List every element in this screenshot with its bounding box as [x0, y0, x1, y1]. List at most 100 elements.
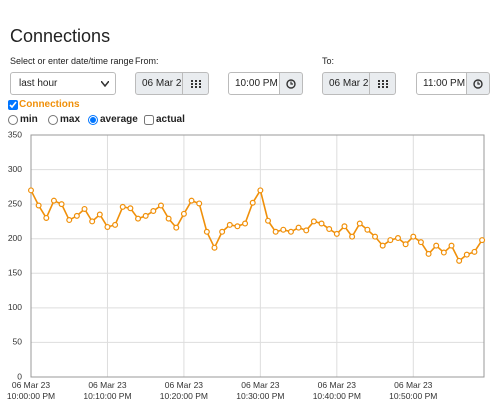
- data-point: [463, 251, 470, 258]
- series-checkbox[interactable]: [8, 99, 18, 110]
- data-point: [257, 187, 264, 194]
- aggregation-option[interactable]: actual: [144, 114, 185, 125]
- aggregation-option[interactable]: max: [48, 114, 80, 125]
- data-point: [265, 217, 272, 224]
- aggregation-label: max: [60, 114, 81, 125]
- from-clock-button[interactable]: [279, 72, 303, 95]
- data-point: [364, 226, 371, 233]
- data-point: [58, 201, 65, 208]
- data-point: [310, 218, 317, 225]
- data-point: [35, 202, 42, 209]
- data-point: [173, 224, 180, 231]
- series-line: [30, 188, 483, 263]
- aggregation-checkbox[interactable]: [144, 114, 154, 125]
- data-point: [333, 230, 340, 237]
- legend-label: Connections: [19, 99, 80, 110]
- x-tick-label: 06 Mar 23 10:30:00 PM: [236, 380, 285, 401]
- data-point: [234, 223, 241, 230]
- data-point: [402, 241, 409, 248]
- y-tick-label: 200: [8, 233, 22, 243]
- aggregation-option[interactable]: min: [8, 114, 38, 125]
- y-tick-label: 50: [13, 337, 23, 347]
- y-tick-label: 150: [8, 268, 22, 278]
- y-tick-label: 250: [8, 198, 22, 208]
- page-title: Connections: [10, 26, 111, 46]
- data-point: [433, 242, 440, 249]
- data-point: [142, 212, 149, 219]
- y-tick-label: 100: [8, 302, 22, 312]
- data-point: [448, 242, 455, 249]
- data-point: [356, 220, 363, 227]
- data-point: [96, 211, 103, 218]
- data-point: [417, 239, 424, 246]
- to-label: To:: [322, 56, 335, 66]
- data-point: [127, 205, 134, 212]
- data-point: [440, 249, 447, 256]
- data-point: [135, 215, 142, 222]
- data-point: [157, 202, 164, 209]
- from-time: 10:00 PM: [235, 78, 278, 89]
- x-tick-label: 06 Mar 23 10:20:00 PM: [159, 380, 208, 401]
- data-point: [104, 223, 111, 230]
- data-point: [150, 208, 157, 215]
- to-clock-button[interactable]: [466, 72, 490, 95]
- data-point: [341, 223, 348, 230]
- y-tick-label: 350: [8, 129, 22, 139]
- data-point: [89, 218, 96, 225]
- y-tick-label: 0: [17, 371, 22, 381]
- plot-frame: [30, 134, 485, 378]
- x-tick-label: 06 Mar 23 10:50:00 PM: [389, 380, 438, 401]
- data-point: [349, 233, 356, 240]
- aggregation-radio[interactable]: [88, 114, 98, 125]
- x-tick-label: 06 Mar 23 10:00:00 PM: [6, 380, 56, 401]
- calendar-icon: [377, 79, 388, 88]
- data-point: [379, 242, 386, 249]
- data-point: [249, 199, 256, 206]
- from-calendar-button[interactable]: [182, 72, 209, 95]
- data-point: [81, 205, 88, 212]
- data-point: [196, 200, 203, 207]
- data-point: [372, 233, 379, 240]
- data-point: [394, 235, 401, 242]
- aggregation-label: actual: [156, 114, 185, 125]
- data-point: [203, 228, 210, 235]
- series-toggle[interactable]: Connections: [8, 99, 80, 110]
- data-point: [73, 212, 80, 219]
- data-point: [387, 237, 394, 244]
- aggregation-label: min: [20, 114, 38, 125]
- data-point: [295, 224, 302, 231]
- data-point: [219, 228, 226, 235]
- data-point: [66, 217, 73, 224]
- data-point: [188, 197, 195, 204]
- aggregation-option[interactable]: average: [88, 114, 138, 125]
- from-date-input[interactable]: 06 Mar 23: [135, 72, 183, 95]
- range-select[interactable]: last hour: [10, 72, 116, 95]
- to-date: 06 Mar 23: [329, 78, 370, 89]
- aggregation-radio[interactable]: [48, 114, 58, 125]
- data-point: [50, 197, 57, 204]
- data-point: [211, 244, 218, 251]
- data-point: [456, 257, 463, 264]
- y-tick-label: 300: [8, 164, 22, 174]
- data-point: [410, 233, 417, 240]
- clock-icon: [473, 78, 483, 89]
- x-tick-label: 06 Mar 23 10:40:00 PM: [312, 380, 361, 401]
- data-point: [165, 215, 172, 222]
- to-date-input[interactable]: 06 Mar 23: [322, 72, 370, 95]
- data-point: [119, 203, 126, 210]
- data-point: [180, 210, 187, 217]
- dropdown-arrow: [101, 81, 109, 87]
- data-point: [272, 228, 279, 235]
- aggregation-radio[interactable]: [8, 114, 18, 125]
- to-calendar-button[interactable]: [369, 72, 396, 95]
- data-point: [425, 250, 432, 257]
- range-value: last hour: [19, 78, 58, 89]
- data-point: [28, 187, 35, 194]
- data-point: [326, 226, 333, 233]
- data-point: [226, 221, 233, 228]
- data-point: [318, 220, 325, 227]
- from-label: From:: [135, 56, 159, 66]
- data-point: [242, 220, 249, 227]
